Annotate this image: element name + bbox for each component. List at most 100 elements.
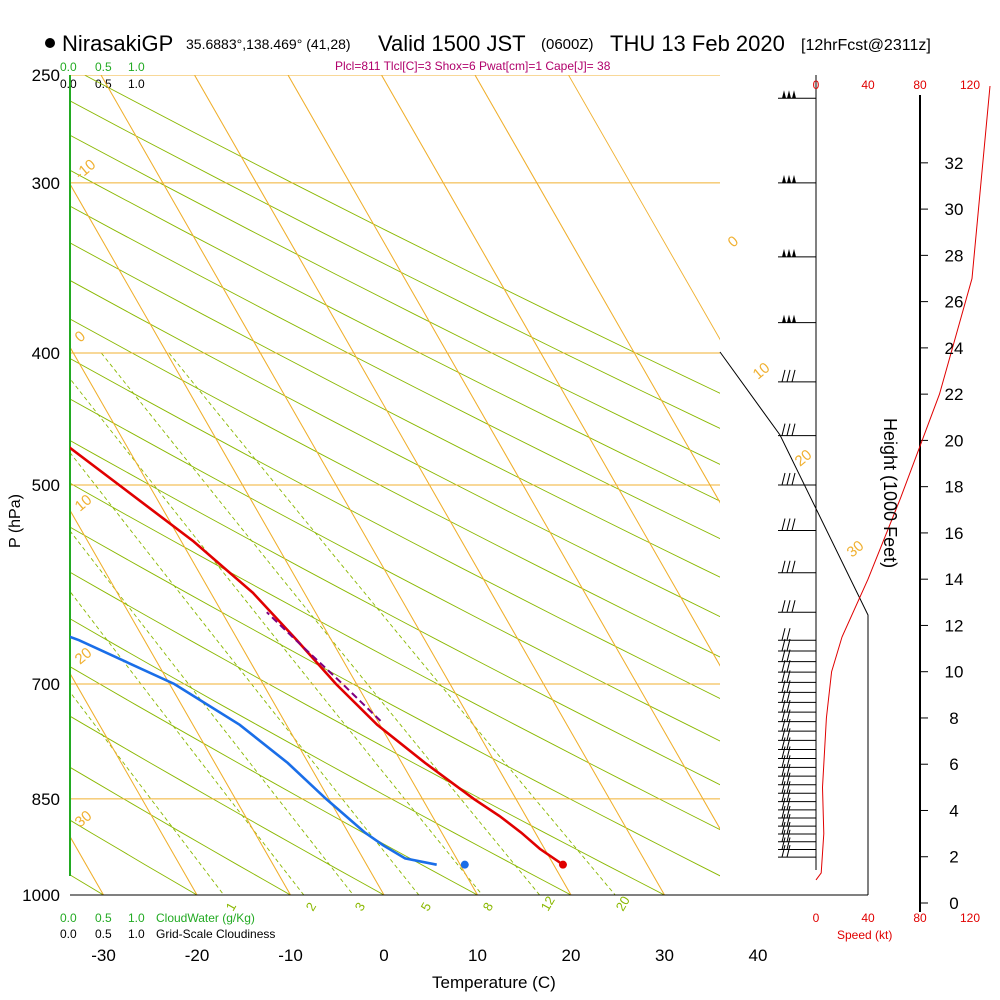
mixing-ratio-label: 2 (303, 900, 320, 914)
pressure-tick-label: 500 (32, 476, 60, 495)
cloud-scale-top-0: 0.0 (60, 60, 77, 74)
station-name: NirasakiGP (62, 31, 173, 56)
dry-adiabat (70, 398, 720, 742)
background-grid (0, 75, 720, 895)
wind-barb-feather (781, 821, 786, 835)
isotherm-label: 30 (72, 807, 96, 831)
wind-barb-feather (781, 728, 786, 741)
height-tick-label: 18 (945, 478, 964, 497)
y-axis-title: P (hPa) (7, 494, 24, 548)
temperature-tick-label: -30 (91, 946, 116, 965)
wind-barb-feather (791, 472, 796, 486)
wind-barb-feather (781, 709, 786, 722)
pressure-tick-label: 700 (32, 675, 60, 694)
speed-tick-top: 40 (861, 78, 875, 92)
wind-barb-feather (791, 369, 796, 382)
height-tick-label: 10 (945, 663, 964, 682)
wind-barb-feather (786, 699, 791, 713)
x-axis-title: Temperature (C) (432, 973, 556, 992)
temperature-tick-label: -10 (278, 946, 303, 965)
cloud-scale-bottom-2: 1.0 (128, 911, 145, 925)
speed-tick-bottom: 80 (913, 911, 927, 925)
dry-adiabat (70, 357, 720, 699)
wind-barb-feather (781, 369, 786, 382)
isotherm-label: 30 (844, 537, 868, 561)
cloudiness-scale-bottom-2: 1.0 (128, 927, 145, 941)
forecast-label: [12hrFcst@2311z] (801, 37, 931, 54)
mixing-ratio-line (100, 352, 540, 895)
wind-barb-feather (786, 728, 791, 741)
wind-barb-pennant (787, 90, 791, 99)
dry-adiabat (70, 526, 720, 877)
dry-adiabat (70, 666, 478, 895)
wind-barb-feather (786, 797, 791, 811)
wind-barb-feather (786, 718, 791, 732)
temperature-tick-label: 40 (749, 946, 768, 965)
dry-adiabat (70, 439, 720, 786)
height-tick-label: 22 (945, 385, 964, 404)
wind-barb-pennant (787, 248, 791, 257)
wind-barb-feather (786, 670, 791, 683)
wind-barb-feather (781, 472, 786, 486)
wind-barb-feather (781, 829, 786, 842)
wind-barb-feather (781, 837, 786, 850)
speed-tick-bottom: 0 (813, 911, 820, 925)
wind-barb-feather (781, 764, 786, 777)
wind-barb-feather (781, 690, 786, 703)
pressure-tick-label: 1000 (22, 886, 60, 905)
wind-barb-feather (786, 560, 791, 573)
mixing-ratio-label: 8 (480, 900, 497, 914)
wind-barb-feather (786, 772, 791, 785)
height-tick-label: 28 (945, 246, 964, 265)
wind-barb-pennant (782, 174, 786, 183)
dry-adiabat (0, 75, 10, 895)
wind-barb-feather (791, 560, 796, 573)
dry-adiabat (70, 279, 720, 618)
dry-adiabat (70, 169, 720, 502)
wind-barb-pennant (782, 248, 786, 257)
wind-barb-pennant (792, 90, 796, 99)
mixing-ratio-label: 3 (352, 900, 369, 914)
dry-adiabat (70, 482, 720, 831)
wind-barb-feather (781, 781, 786, 794)
wind-barb-feather (781, 649, 786, 662)
pseudo-adiabat-line (70, 672, 198, 895)
wind-barb-feather (781, 797, 786, 811)
height-tick-label: 32 (945, 154, 964, 173)
dry-adiabat (70, 618, 572, 895)
mixing-ratio-line (168, 352, 616, 895)
wind-barb-feather (781, 746, 786, 759)
cloud-scale-bottom-1: 0.5 (95, 911, 112, 925)
wind-barb-pennant (782, 90, 786, 99)
isotherm-label: 10 (72, 491, 96, 515)
wind-barb-pennant (782, 314, 786, 323)
mixing-ratio-line (70, 530, 354, 895)
height-tick-label: 24 (945, 339, 964, 358)
mixing-ratio-label: 12 (538, 893, 558, 913)
surface-dewpoint-point (460, 860, 469, 869)
stability-indices: Plcl=811 Tlcl[C]=3 Shox=6 Pwat[cm]=1 Cap… (335, 59, 611, 73)
valid-utc: (0600Z) (541, 36, 594, 53)
speed-tick-top: 80 (913, 78, 927, 92)
speed-profile-line (815, 85, 991, 881)
dry-adiabat (70, 134, 720, 465)
height-tick-label: 14 (945, 570, 964, 589)
cloudiness-scale-bottom-1: 0.5 (95, 927, 112, 941)
pressure-tick-label: 250 (32, 66, 60, 85)
isotherm-line (0, 75, 10, 895)
station-dot (45, 38, 55, 48)
isotherm-label: 0 (72, 328, 89, 346)
cloud-scale-bottom-0: 0.0 (60, 911, 77, 925)
axes (69, 75, 928, 912)
isotherm-label: 0 (725, 233, 742, 251)
wind-barb-feather (786, 781, 791, 794)
height-tick-label: 8 (949, 709, 958, 728)
wind-barb-feather (786, 845, 791, 858)
dry-adiabat (70, 766, 291, 895)
wind-barb-feather (786, 628, 791, 641)
wind-barb-feather (786, 472, 791, 486)
wind-barb-feather (781, 628, 786, 641)
wind-barb-feather (781, 518, 786, 531)
wind-barb-pennant (792, 174, 796, 183)
wind-barb-feather (786, 369, 791, 382)
